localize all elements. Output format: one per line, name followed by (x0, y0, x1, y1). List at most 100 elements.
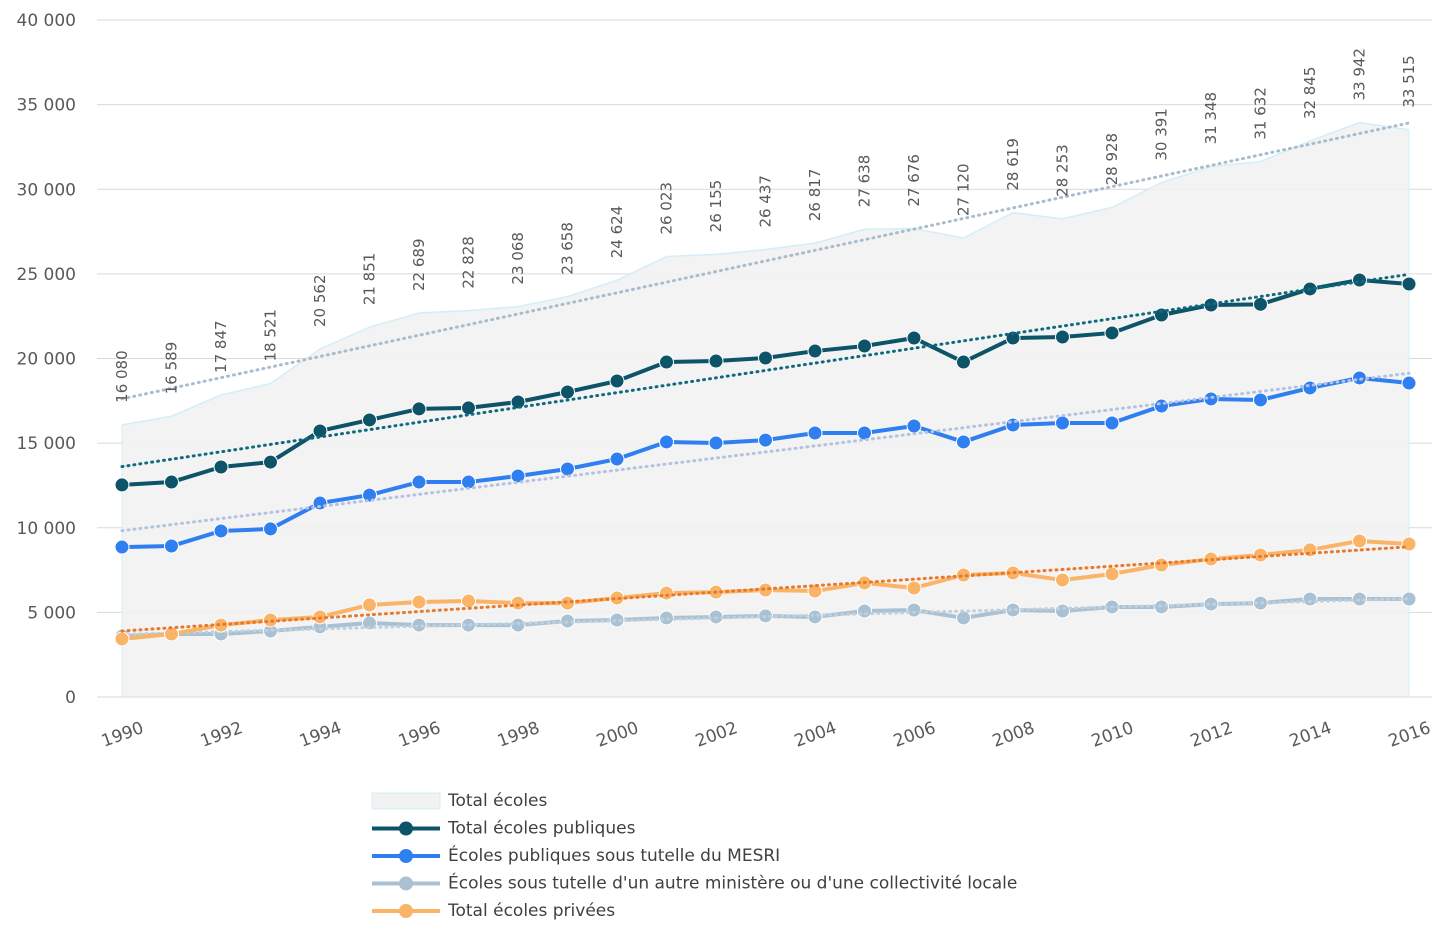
point (956, 567, 971, 583)
y-tick-label: 30 000 (17, 180, 76, 200)
point (411, 474, 427, 490)
value-label: 23 068 (509, 232, 527, 285)
x-tick-label: 1994 (297, 718, 344, 752)
x-tick-label: 2008 (990, 718, 1037, 752)
point (1352, 533, 1367, 549)
x-tick-label: 2000 (594, 718, 641, 752)
x-tick-label: 1996 (396, 718, 443, 752)
point (1055, 603, 1070, 619)
point (560, 595, 575, 611)
point (362, 597, 377, 613)
point (263, 521, 278, 537)
legend-marker (399, 904, 413, 918)
value-label: 16 589 (163, 342, 181, 395)
point (411, 594, 427, 610)
point (1203, 391, 1219, 407)
y-tick-label: 35 000 (17, 96, 76, 116)
y-tick-label: 10 000 (17, 519, 76, 539)
x-tick-label: 2010 (1089, 718, 1136, 752)
y-tick-label: 0 (65, 688, 76, 708)
point (1055, 572, 1070, 588)
point (758, 432, 773, 448)
point (1302, 542, 1318, 558)
value-label: 26 155 (707, 180, 725, 233)
value-label: 31 632 (1252, 87, 1270, 140)
value-label: 26 817 (806, 169, 824, 222)
x-tick-label: 2012 (1188, 718, 1235, 752)
point (1154, 307, 1169, 323)
x-tick-label: 2006 (891, 718, 938, 752)
point (906, 418, 922, 434)
legend-label: Total écoles privées (447, 901, 615, 921)
point (708, 353, 724, 369)
value-label: 17 847 (212, 320, 230, 373)
value-label: 24 624 (608, 206, 626, 259)
point (659, 434, 674, 450)
point (213, 523, 229, 539)
legend-label: Écoles publiques sous tutelle du MESRI (448, 844, 780, 866)
value-label: 28 253 (1054, 144, 1072, 197)
value-label: 27 120 (955, 163, 973, 216)
point (510, 394, 526, 410)
legend-label: Écoles sous tutelle d'un autre ministère… (448, 872, 1017, 894)
point (807, 583, 823, 599)
point (758, 582, 773, 598)
point (510, 595, 526, 611)
point (1104, 566, 1120, 582)
legend-marker (399, 821, 413, 836)
point (362, 412, 377, 428)
point (213, 459, 229, 475)
point (411, 617, 427, 633)
x-tick-label: 1992 (198, 718, 245, 752)
y-tick-label: 5 000 (27, 603, 76, 623)
point (857, 338, 872, 354)
value-label: 26 437 (757, 175, 775, 228)
point (510, 468, 526, 484)
value-label: 32 845 (1301, 67, 1319, 120)
point (1302, 591, 1318, 607)
x-tick-label: 1998 (495, 718, 542, 752)
point (1401, 276, 1417, 292)
point (956, 354, 971, 370)
value-label: 33 942 (1351, 48, 1369, 101)
y-tick-label: 40 000 (17, 11, 76, 31)
trendline (120, 597, 1411, 636)
point (1253, 296, 1268, 312)
trendline (120, 371, 1411, 533)
point (956, 434, 971, 450)
value-label: 21 851 (361, 253, 379, 306)
point (857, 603, 872, 619)
point (164, 538, 179, 554)
value-label: 27 676 (905, 154, 923, 207)
point (857, 425, 872, 441)
point (609, 451, 625, 467)
point (1104, 325, 1120, 341)
point (659, 354, 674, 370)
value-label: 31 348 (1202, 92, 1220, 145)
point (114, 539, 130, 555)
x-tick-label: 2002 (693, 718, 740, 752)
point (807, 343, 823, 359)
point (114, 477, 130, 493)
point (659, 585, 674, 601)
point (1104, 415, 1120, 431)
point (906, 580, 922, 596)
point (807, 425, 823, 441)
y-tick-label: 25 000 (17, 265, 76, 285)
point (1253, 392, 1268, 408)
point (263, 454, 278, 470)
point (114, 631, 130, 647)
point (956, 610, 971, 626)
point (807, 609, 823, 625)
value-label: 30 391 (1153, 108, 1171, 161)
point (609, 373, 625, 389)
point (1401, 536, 1417, 552)
point (906, 330, 922, 346)
point (1401, 375, 1417, 391)
point (758, 350, 773, 366)
point (1352, 272, 1367, 288)
point (906, 602, 922, 618)
trendline (120, 121, 1411, 401)
point (164, 474, 179, 490)
value-label: 27 638 (856, 155, 874, 208)
